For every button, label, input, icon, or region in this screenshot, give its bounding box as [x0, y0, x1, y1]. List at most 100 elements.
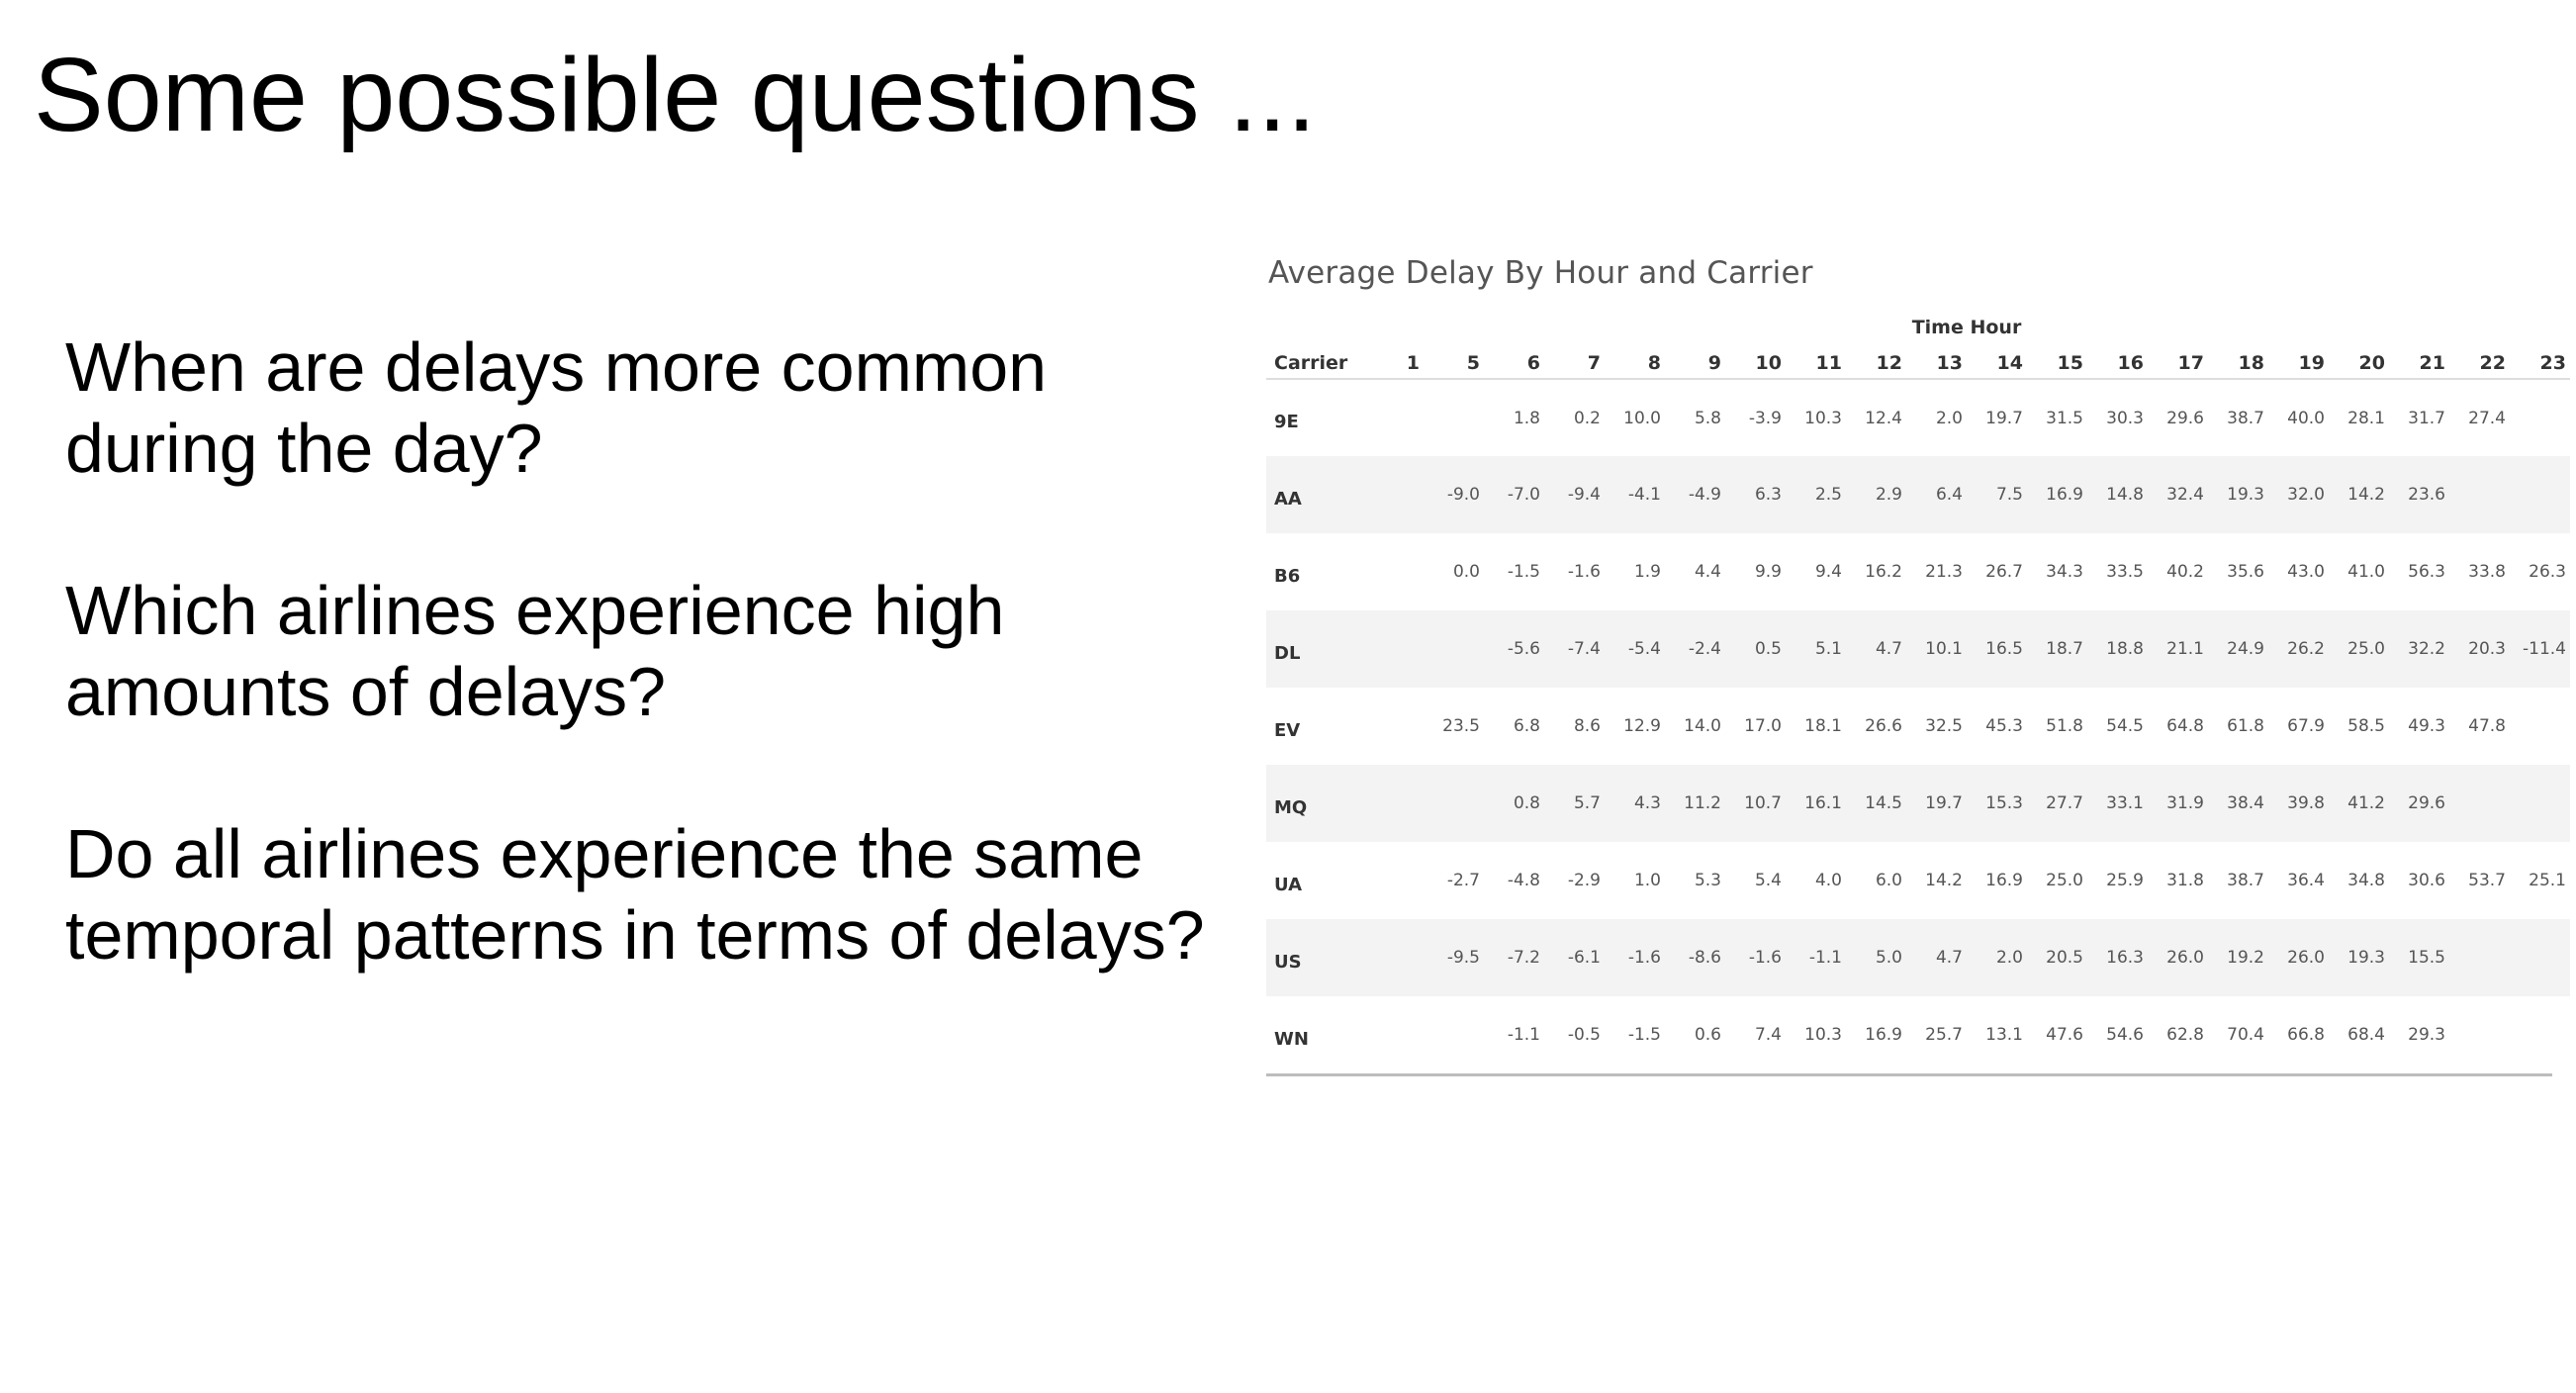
- delay-cell: 9.9: [1754, 562, 1782, 582]
- delay-cell: -5.6: [1484, 610, 1544, 688]
- carrier-column-header: Carrier: [1266, 340, 1363, 380]
- delay-cell: [1424, 765, 1484, 842]
- delay-cell: 47.6: [2046, 1025, 2083, 1045]
- delay-cell: 38.7: [2227, 871, 2264, 890]
- delay-cell: 32.5: [1925, 716, 1963, 736]
- hour-column-header: 10: [1725, 340, 1786, 380]
- delay-cell: 7.4: [1754, 1025, 1782, 1045]
- delay-cell: 29.6: [2389, 765, 2449, 842]
- delay-cell: 16.9: [1865, 1025, 1902, 1045]
- column-group-label: Time Hour: [1911, 317, 2022, 338]
- delay-cell: [2510, 996, 2570, 1073]
- delay-cell: 30.6: [2408, 871, 2445, 890]
- delay-cell: 4.7: [1906, 919, 1967, 996]
- delay-cell: 70.4: [2227, 1025, 2264, 1045]
- hour-column-header: 17: [2148, 340, 2208, 380]
- delay-cell: -5.4: [1605, 610, 1665, 688]
- delay-cell: 24.9: [2208, 610, 2268, 688]
- delay-cell: 31.8: [2166, 871, 2204, 890]
- delay-cell: -11.4: [2510, 610, 2570, 688]
- delay-cell: 26.6: [1865, 716, 1902, 736]
- delay-cell: 41.0: [2347, 562, 2385, 582]
- delay-cell: 16.9: [1985, 871, 2023, 890]
- delay-table-panel: Average Delay By Hour and Carrier Time H…: [1266, 255, 2570, 1076]
- delay-cell: 19.7: [1906, 765, 1967, 842]
- delay-cell: [2449, 996, 2510, 1073]
- hour-column-header: 7: [1544, 340, 1605, 380]
- delay-cell: 40.2: [2166, 562, 2204, 582]
- delay-cell: 4.4: [1694, 562, 1721, 582]
- delay-cell: 11.2: [1665, 765, 1725, 842]
- delay-cell: 23.5: [1442, 716, 1480, 736]
- hour-column-header: 14: [1967, 340, 2027, 380]
- delay-cell: 62.8: [2166, 1025, 2204, 1045]
- delay-cell: 25.0: [2046, 871, 2083, 890]
- delay-cell: [1363, 533, 1424, 610]
- delay-cell: [1363, 919, 1424, 996]
- delay-cell: 33.5: [2106, 562, 2144, 582]
- delay-cell: 14.2: [2329, 456, 2389, 533]
- carrier-label: UA: [1274, 874, 1302, 895]
- delay-cell: 10.7: [1725, 765, 1786, 842]
- delay-cell: 61.8: [2227, 716, 2264, 736]
- delay-cell: 54.6: [2106, 1025, 2144, 1045]
- delay-cell: 5.7: [1544, 765, 1605, 842]
- delay-cell: [1363, 379, 1424, 456]
- carrier-label: 9E: [1274, 412, 1299, 432]
- delay-cell: 2.5: [1786, 456, 1846, 533]
- delay-cell: -9.4: [1544, 456, 1605, 533]
- hour-column-header: 5: [1424, 340, 1484, 380]
- question-3: Do all airlines experience the same temp…: [65, 815, 1205, 974]
- delay-cell: 26.3: [2529, 562, 2566, 582]
- delay-cell: 26.0: [2268, 919, 2329, 996]
- hour-column-header: 16: [2087, 340, 2148, 380]
- delay-cell: 26.7: [1985, 562, 2023, 582]
- table-row: 9E 1.8 0.2 10.0 5.8 -3.9 10.3 12.4 2.0 19.7 31.5 30…: [1266, 379, 2570, 456]
- delay-cell: -4.9: [1665, 456, 1725, 533]
- hour-column-header: 23: [2510, 340, 2570, 380]
- delay-cell: 41.2: [2329, 765, 2389, 842]
- carrier-label: WN: [1274, 1028, 1309, 1050]
- delay-cell: [1424, 379, 1484, 456]
- delay-cell: 58.5: [2347, 716, 2385, 736]
- delay-cell: 18.7: [2027, 610, 2087, 688]
- delay-cell: 14.2: [1925, 871, 1963, 890]
- delay-cell: 66.8: [2287, 1025, 2325, 1045]
- delay-cell: -1.5: [1627, 1025, 1661, 1045]
- delay-cell: 26.2: [2268, 610, 2329, 688]
- table-row: DL -5.6 -7.4 -5.4 -2.4 0.5 5.1 4.7 10.1 16.5 18.7 1…: [1266, 610, 2570, 688]
- delay-cell: 4.3: [1605, 765, 1665, 842]
- delay-cell: 20.5: [2027, 919, 2087, 996]
- delay-cell: [1424, 610, 1484, 688]
- delay-cell: 6.3: [1725, 456, 1786, 533]
- table-title: Average Delay By Hour and Carrier: [1268, 255, 1813, 291]
- delay-cell: 16.2: [1865, 562, 1902, 582]
- delay-cell: 1.8: [1513, 408, 1540, 428]
- delay-cell: 5.1: [1786, 610, 1846, 688]
- delay-cell: 45.3: [1985, 716, 2023, 736]
- delay-cell: -7.0: [1484, 456, 1544, 533]
- table-row: AA -9.0 -7.0 -9.4 -4.1 -4.9 6.3 2.5 2.9 6.4 7.5 16.…: [1266, 456, 2570, 533]
- delay-cell: [1363, 688, 1424, 765]
- delay-cell: 14.5: [1846, 765, 1906, 842]
- table-row: MQ 0.8 5.7 4.3 11.2 10.7 16.1 14.5 19.7 15.3 27.7 3…: [1266, 765, 2570, 842]
- delay-cell: 32.4: [2148, 456, 2208, 533]
- carrier-label: MQ: [1266, 765, 1363, 842]
- delay-cell: 10.3: [1804, 1025, 1842, 1045]
- delay-cell: 26.0: [2148, 919, 2208, 996]
- question-1: When are delays more common during the d…: [65, 328, 1048, 487]
- delay-cell: 49.3: [2408, 716, 2445, 736]
- delay-cell: 40.0: [2287, 408, 2325, 428]
- delay-cell: [1363, 842, 1424, 919]
- delay-cell: 51.8: [2046, 716, 2083, 736]
- delay-cell: 25.7: [1925, 1025, 1963, 1045]
- delay-cell: -0.5: [1567, 1025, 1601, 1045]
- delay-cell: 17.0: [1744, 716, 1782, 736]
- delay-cell: -7.4: [1544, 610, 1605, 688]
- delay-cell: 34.3: [2046, 562, 2083, 582]
- delay-cell: [2510, 379, 2570, 456]
- delay-cell: 10.1: [1906, 610, 1967, 688]
- delay-cell: -9.0: [1424, 456, 1484, 533]
- delay-cell: 10.3: [1804, 408, 1842, 428]
- delay-cell: 18.8: [2087, 610, 2148, 688]
